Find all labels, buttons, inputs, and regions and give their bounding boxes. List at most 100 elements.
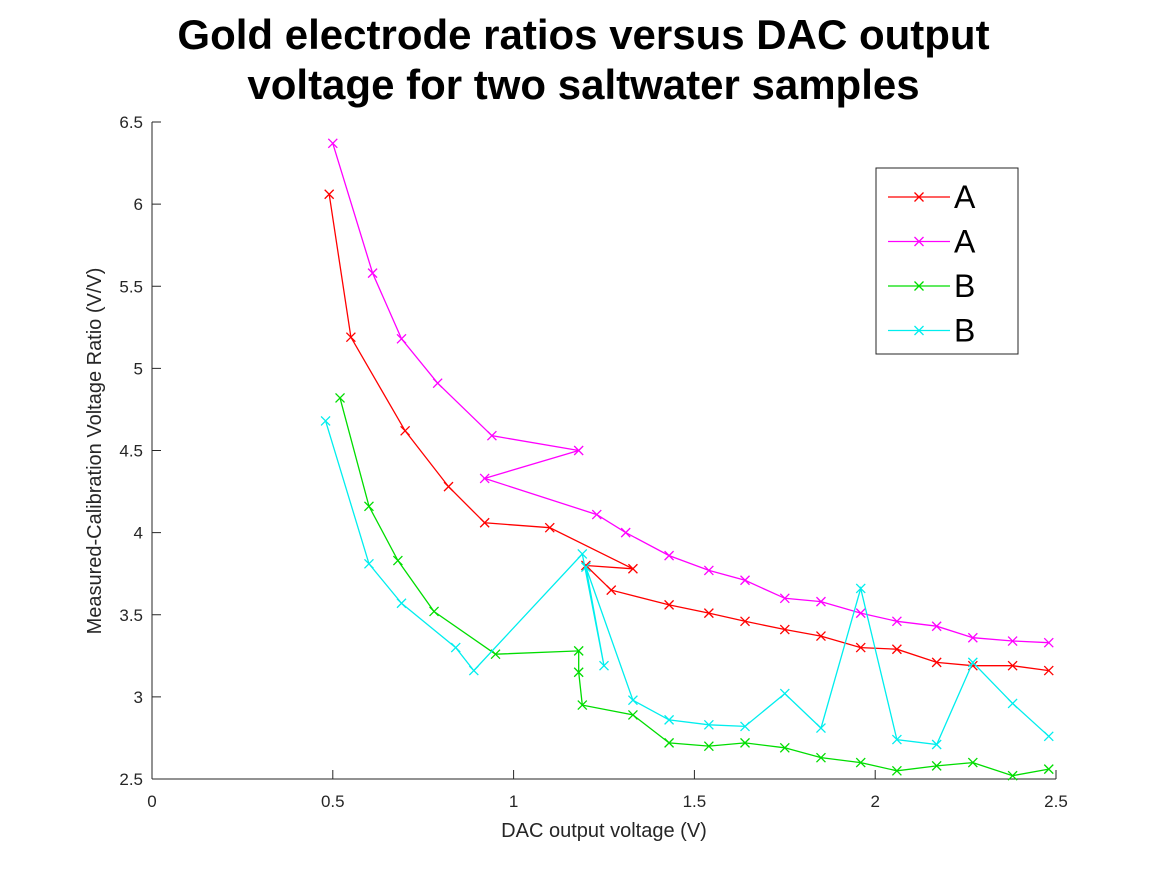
legend-item: B: [888, 268, 975, 304]
data-point: [320, 415, 331, 426]
x-tick-label: 0: [147, 792, 156, 811]
y-tick-label: 3.5: [119, 606, 143, 625]
data-point: [1043, 764, 1054, 775]
data-point: [443, 481, 454, 492]
data-point: [740, 616, 750, 627]
data-point: [573, 445, 584, 456]
data-point: [627, 709, 638, 720]
data-point: [664, 714, 675, 725]
y-tick-label: 5: [134, 359, 143, 378]
series-line: [332, 143, 1049, 644]
data-point: [432, 378, 443, 389]
data-point: [580, 560, 591, 571]
data-point: [703, 565, 714, 576]
data-point: [664, 737, 675, 748]
data-point: [450, 642, 461, 653]
series-layer: [320, 138, 1054, 781]
data-point: [486, 430, 497, 441]
data-point: [392, 555, 403, 566]
legend-marker: [914, 236, 924, 247]
y-tick-label: 4.5: [119, 442, 143, 461]
y-tick-label: 4: [134, 524, 143, 543]
data-point: [599, 660, 609, 671]
data-point: [591, 509, 602, 520]
data-point: [573, 645, 584, 656]
data-point: [967, 657, 978, 668]
series-line: [328, 194, 1049, 672]
series-3: [335, 392, 1054, 781]
data-point: [931, 657, 942, 668]
legend-item: A: [888, 224, 976, 260]
data-point: [1007, 636, 1018, 646]
data-point: [816, 752, 826, 763]
data-point: [580, 562, 591, 573]
series-line: [339, 397, 1049, 777]
data-point: [367, 268, 378, 279]
legend-box: [875, 167, 1019, 355]
data-point: [779, 624, 790, 635]
y-tick-label: 2.5: [119, 770, 143, 789]
data-point: [627, 563, 638, 574]
data-point: [855, 583, 866, 594]
data-point: [779, 593, 790, 604]
data-point: [703, 741, 714, 752]
y-tick-label: 3: [134, 688, 143, 707]
data-point: [573, 667, 584, 678]
data-point: [544, 522, 555, 533]
data-point: [324, 189, 335, 200]
data-point: [891, 765, 902, 776]
data-point: [740, 721, 750, 732]
legend-item: A: [888, 179, 976, 215]
x-axis-label: DAC output voltage (V): [501, 820, 707, 842]
legend-marker: [914, 325, 924, 336]
data-point: [816, 631, 826, 642]
x-tick-label: 1: [509, 792, 518, 811]
data-point: [891, 616, 902, 627]
chart-title-line-2: voltage for two saltwater samples: [247, 61, 920, 108]
data-point: [891, 644, 902, 655]
legend-label: B: [954, 268, 975, 304]
y-tick-label: 6.5: [119, 113, 143, 132]
data-point: [577, 549, 588, 559]
legend-label: A: [954, 179, 976, 215]
data-point: [855, 608, 866, 619]
data-point: [1043, 731, 1054, 742]
chart-title-line-1: Gold electrode ratios versus DAC output: [177, 11, 990, 58]
series-2: [327, 138, 1054, 648]
data-point: [855, 757, 866, 768]
data-point: [967, 632, 978, 643]
data-point: [740, 575, 750, 586]
data-point: [400, 425, 411, 436]
data-point: [816, 723, 826, 734]
data-point: [779, 742, 790, 753]
data-point: [335, 392, 345, 403]
chart-title: Gold electrode ratios versus DAC output …: [0, 10, 1167, 110]
legend-marker: [914, 192, 924, 202]
data-point: [606, 585, 617, 596]
data-point: [779, 688, 790, 699]
data-point: [1007, 698, 1018, 709]
data-point: [396, 598, 407, 609]
data-point: [345, 332, 356, 343]
legend-label: B: [954, 313, 975, 349]
data-point: [468, 665, 479, 676]
legend-marker: [914, 281, 924, 291]
data-point: [479, 473, 490, 484]
series-4: [320, 415, 1054, 750]
y-tick-label: 5.5: [119, 277, 143, 296]
data-point: [703, 608, 714, 619]
data-point: [1043, 665, 1054, 676]
x-tick-label: 0.5: [321, 792, 345, 811]
data-point: [891, 734, 902, 745]
data-point: [664, 599, 675, 610]
data-point: [855, 642, 866, 653]
data-point: [703, 719, 714, 730]
y-axis-label: Measured-Calibration Voltage Ratio (V/V): [84, 268, 106, 635]
data-point: [931, 621, 942, 632]
x-tick-label: 1.5: [683, 792, 707, 811]
data-point: [1007, 770, 1018, 781]
data-point: [740, 737, 750, 748]
x-tick-label: 2.5: [1044, 792, 1068, 811]
y-tick-label: 6: [134, 195, 143, 214]
